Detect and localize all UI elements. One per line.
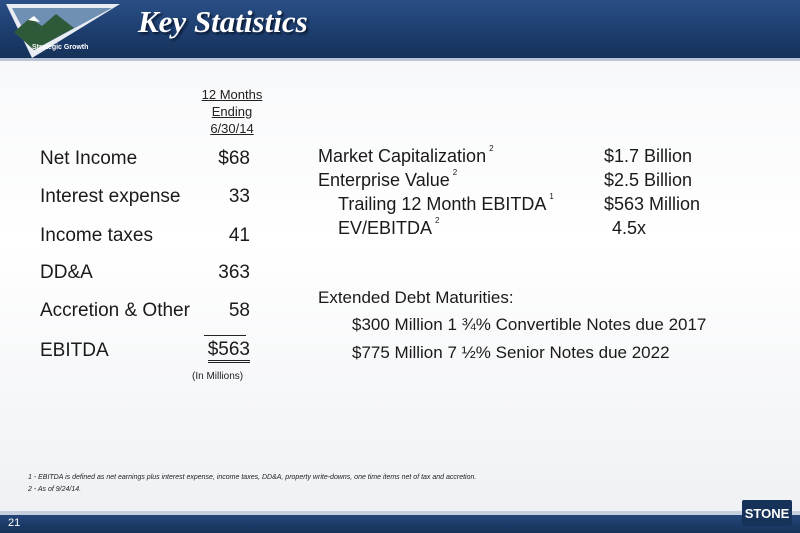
- stat-value: $2.5 Billion: [604, 170, 693, 190]
- page-title: Key Statistics: [138, 4, 308, 39]
- tagline: Strategic Growth: [32, 44, 89, 51]
- row-value: 363: [218, 262, 250, 283]
- header-divider: [0, 58, 800, 61]
- footnote-ref: 2: [452, 168, 458, 177]
- row-label: DD&A: [40, 262, 93, 283]
- column-header-line: Ending: [211, 104, 253, 119]
- row-value: 41: [228, 225, 250, 246]
- stat-label: Market Capitalization 2: [318, 144, 494, 166]
- stat-value: 4.5x: [612, 218, 647, 238]
- footnote: 1 - EBITDA is defined as net earnings pl…: [28, 474, 477, 481]
- mountain-logo-icon: [6, 4, 120, 58]
- row-label: Interest expense: [40, 186, 181, 207]
- row-value: $68: [218, 148, 250, 169]
- footnote: 2 - As of 9/24/14.: [28, 486, 82, 493]
- stat-label: Trailing 12 Month EBITDA 1: [338, 192, 554, 214]
- row-value: $563: [207, 340, 250, 363]
- row-value: 58: [228, 300, 250, 321]
- footnote-ref: 2: [435, 216, 440, 225]
- svg-text:STONE: STONE: [745, 506, 790, 521]
- debt-item: $775 Million 7 ½% Senior Notes due 2022: [352, 343, 670, 362]
- header-bar: [0, 0, 800, 58]
- stone-logo-icon: STONE: [742, 500, 792, 526]
- debt-item: $300 Million 1 ¾% Convertible Notes due …: [352, 315, 707, 334]
- stat-value: $1.7 Billion: [604, 146, 693, 166]
- footnote-ref: 1: [549, 192, 554, 201]
- stat-label: EV/EBITDA 2: [338, 216, 440, 238]
- column-header: 12 Months Ending 6/30/14: [192, 86, 272, 137]
- footer-bar: [0, 515, 800, 533]
- page-number: 21: [8, 517, 21, 529]
- footer-divider: [0, 511, 800, 515]
- footnote-ref: 2: [489, 144, 494, 153]
- column-header-line: 12 Months: [201, 87, 263, 102]
- row-label: Net Income: [40, 148, 138, 169]
- row-value: 33: [228, 186, 250, 207]
- units-note: (In Millions): [192, 371, 244, 382]
- stat-label: Enterprise Value 2: [318, 168, 458, 190]
- sum-rule: [204, 335, 246, 336]
- row-label: Income taxes: [40, 225, 153, 246]
- row-label: Accretion & Other: [40, 300, 190, 321]
- column-header-line: 6/30/14: [210, 121, 254, 136]
- stat-value: $563 Million: [604, 194, 701, 214]
- row-label: EBITDA: [40, 340, 109, 361]
- debt-heading: Extended Debt Maturities:: [318, 288, 514, 307]
